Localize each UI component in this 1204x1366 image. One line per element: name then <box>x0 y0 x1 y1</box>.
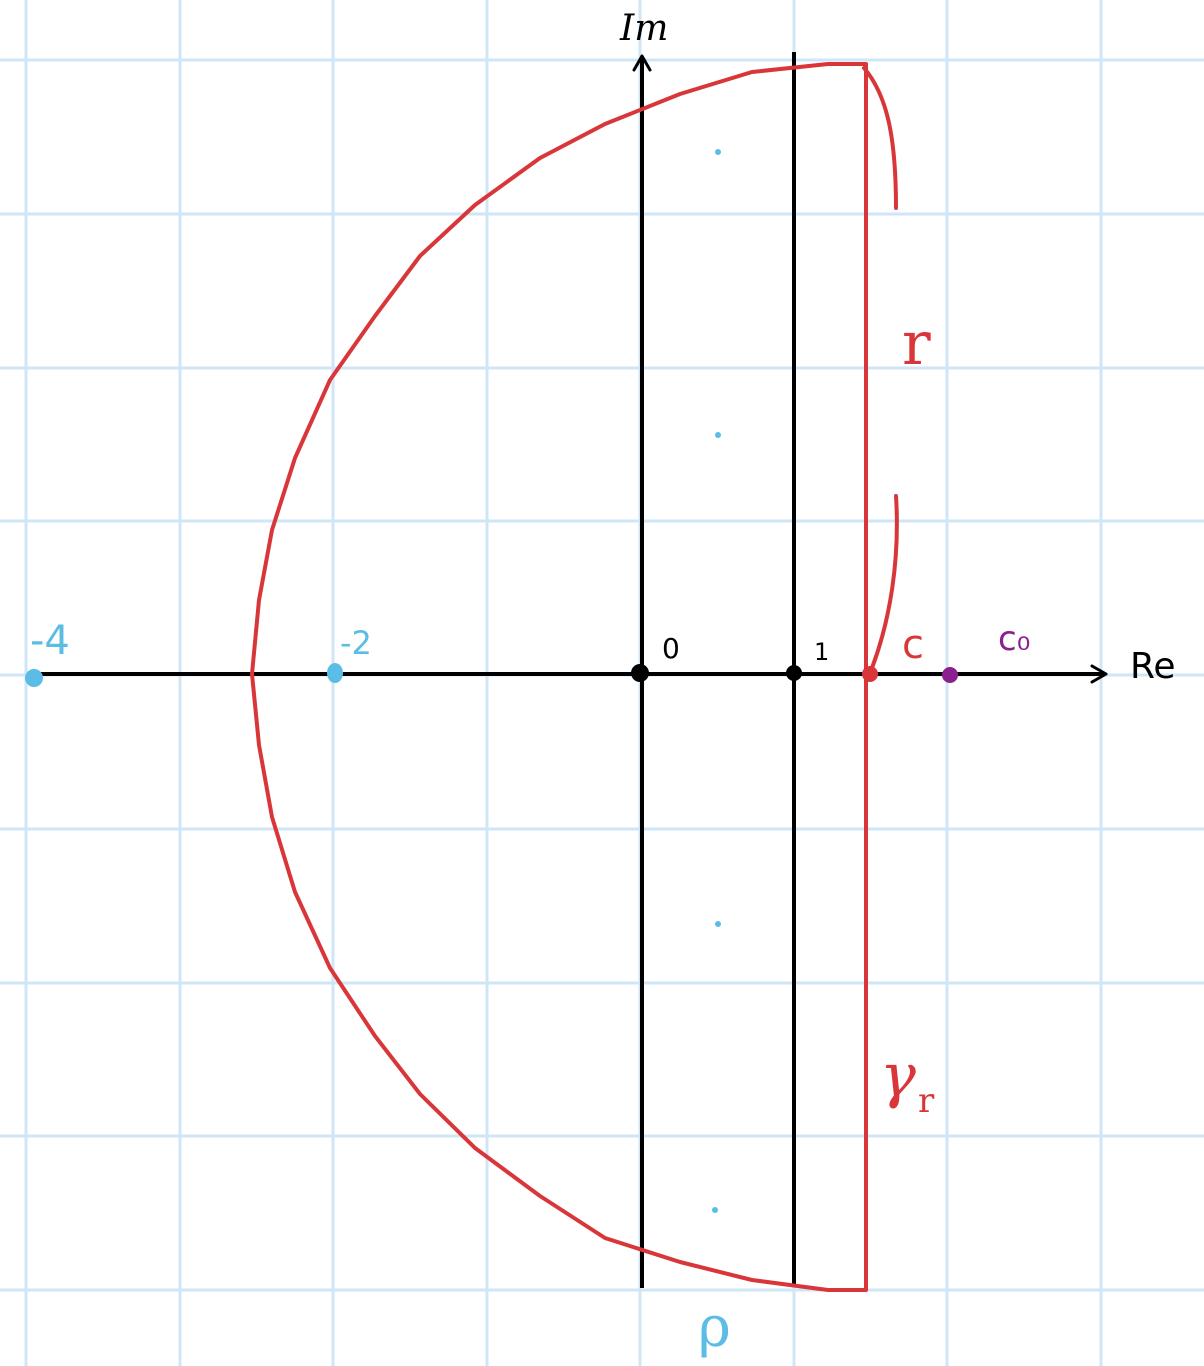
gamma-r-label: γ <box>880 1041 916 1111</box>
origin-label: 0 <box>662 632 680 665</box>
pole-minus-four-label: -4 <box>30 618 70 664</box>
pole-minus-two <box>327 663 343 683</box>
c-label: c <box>902 622 924 668</box>
zero-mark-2 <box>715 432 721 438</box>
zero-mark-4 <box>712 1207 718 1213</box>
pole-minus-two-label: -2 <box>340 624 372 662</box>
c0-label: c₀ <box>998 619 1030 659</box>
zero-mark-1 <box>715 149 721 155</box>
x-axis-label: Re <box>1130 646 1176 687</box>
one-label: 1 <box>814 638 829 666</box>
r-brace-top <box>862 66 898 210</box>
point-c0 <box>942 667 958 683</box>
contour-arc <box>250 62 868 1292</box>
r-brace-bottom <box>870 494 899 670</box>
y-axis-label: Im <box>619 8 668 49</box>
point-c <box>862 666 878 682</box>
zero-mark-3 <box>715 921 721 927</box>
origin-point <box>631 664 649 682</box>
pole-minus-four <box>25 669 43 687</box>
r-label: r <box>902 309 931 379</box>
point-one <box>786 665 802 681</box>
rho-label: ρ <box>698 1295 731 1360</box>
gamma-r-subscript: r <box>918 1081 935 1121</box>
